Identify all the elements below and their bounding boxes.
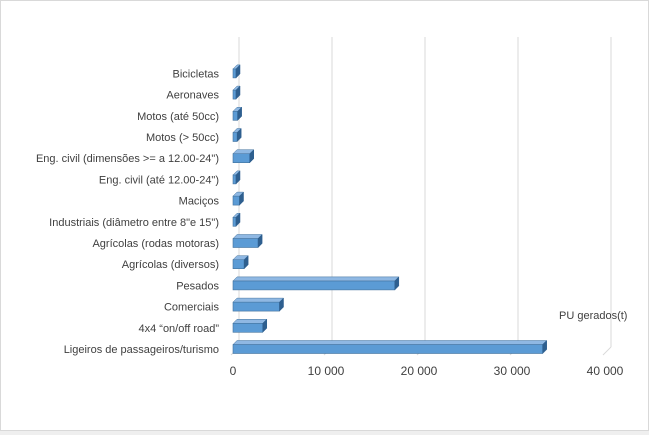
category-label: Pesados [176, 280, 219, 292]
category-label: Eng. civil (até 12.00-24") [99, 174, 219, 186]
gridline [323, 37, 333, 356]
bar-agricolas-rodas-motoras [232, 233, 263, 249]
bar-aeronaves [232, 85, 241, 100]
bar-comerciais [232, 297, 285, 312]
bar-ligeiros-de-passageiros-turismo [232, 339, 548, 355]
category-label: Ligeiros de passageiros/turismo [64, 344, 219, 356]
x-tick-label: 40 000 [587, 364, 624, 378]
bar-pesados [232, 276, 400, 291]
category-label: Maciços [179, 196, 220, 208]
grid-lines [230, 37, 612, 356]
category-label: 4x4 “on/off road” [138, 323, 219, 335]
category-label: Motos (> 50cc) [146, 132, 219, 144]
bar-agricolas-diversos [232, 255, 249, 270]
bar-eng-civil-ate-12-00-24 [232, 170, 241, 185]
gridline [602, 37, 612, 356]
x-tick-label: 0 [230, 364, 237, 378]
bar-macicos [232, 191, 245, 206]
bar-eng-civil-dimensoes-a-12-00-24 [232, 149, 255, 164]
x-tick-label: 20 000 [401, 364, 438, 378]
gridline [509, 37, 519, 356]
category-label: Agrícolas (rodas motoras) [92, 238, 219, 250]
bars [232, 64, 548, 355]
category-label: Motos (até 50cc) [137, 111, 219, 123]
category-label: Agrícolas (diversos) [122, 259, 219, 271]
x-tick-labels: 0 10 000 20 000 30 000 40 000 [230, 364, 624, 378]
x-tick-label: 30 000 [494, 364, 531, 378]
x-tick-label: 10 000 [308, 364, 345, 378]
category-label: Comerciais [164, 302, 220, 314]
category-label: Bicicletas [173, 68, 220, 80]
category-label: Eng. civil (dimensões >= a 12.00-24") [36, 153, 219, 165]
bar-motos-50cc [232, 127, 242, 143]
legend-entry: PU gerados(t) [559, 310, 627, 322]
bar-motos-ate-50cc [232, 106, 243, 121]
gridline [416, 37, 426, 356]
bar-4x4-on-off-road [232, 318, 268, 333]
category-label: Industriais (diâmetro entre 8"e 15") [49, 217, 219, 229]
bar-bicicletas [232, 64, 241, 79]
category-labels: Ligeiros de passageiros/turismo 4x4 “on/o… [36, 68, 220, 356]
bar-industriais-diametro-entre-8-e-15 [232, 212, 241, 227]
category-label: Aeronaves [166, 90, 219, 102]
